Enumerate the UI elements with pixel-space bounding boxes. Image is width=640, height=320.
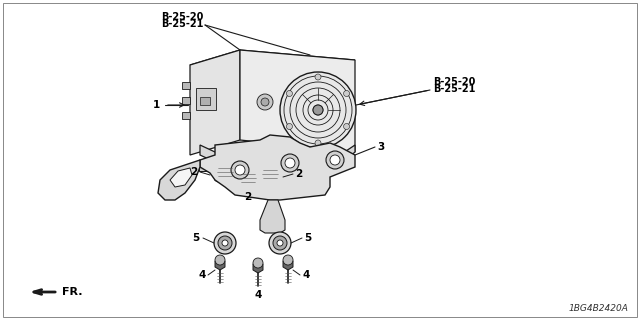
- Text: 2: 2: [189, 167, 197, 177]
- Circle shape: [277, 240, 283, 246]
- Bar: [196, 88, 216, 110]
- Circle shape: [330, 155, 340, 165]
- Polygon shape: [170, 168, 192, 187]
- Circle shape: [269, 232, 291, 254]
- Circle shape: [215, 255, 225, 265]
- Circle shape: [283, 255, 293, 265]
- Polygon shape: [317, 163, 333, 173]
- Text: B-25-21: B-25-21: [433, 84, 476, 94]
- Text: FR.: FR.: [62, 287, 83, 297]
- Bar: [182, 112, 190, 119]
- Circle shape: [315, 74, 321, 80]
- Text: B-25-20: B-25-20: [433, 77, 476, 87]
- Bar: [200, 97, 210, 105]
- Polygon shape: [190, 50, 240, 155]
- Circle shape: [287, 91, 292, 97]
- Circle shape: [344, 91, 349, 97]
- Polygon shape: [215, 164, 235, 180]
- Text: 5: 5: [304, 233, 311, 243]
- Text: 3: 3: [377, 142, 384, 152]
- Circle shape: [281, 154, 299, 172]
- Circle shape: [218, 236, 232, 250]
- Circle shape: [344, 124, 349, 130]
- Circle shape: [326, 151, 344, 169]
- Text: B-25-20: B-25-20: [161, 12, 203, 22]
- Circle shape: [313, 105, 323, 115]
- Text: 4: 4: [302, 270, 309, 280]
- Text: 1BG4B2420A: 1BG4B2420A: [568, 304, 628, 313]
- Ellipse shape: [260, 180, 280, 185]
- Polygon shape: [200, 135, 355, 200]
- Circle shape: [203, 161, 211, 169]
- Circle shape: [261, 98, 269, 106]
- Bar: [182, 97, 190, 104]
- Circle shape: [222, 240, 228, 246]
- Circle shape: [214, 232, 236, 254]
- Text: 5: 5: [192, 233, 199, 243]
- Text: B-25-21: B-25-21: [161, 19, 203, 29]
- Polygon shape: [215, 261, 225, 270]
- Circle shape: [285, 158, 295, 168]
- Circle shape: [231, 161, 249, 179]
- Text: 2: 2: [295, 169, 302, 179]
- Text: 4: 4: [254, 290, 262, 300]
- Polygon shape: [253, 264, 263, 273]
- Text: 1: 1: [153, 100, 160, 110]
- Polygon shape: [283, 261, 293, 270]
- Polygon shape: [199, 161, 215, 171]
- Polygon shape: [238, 170, 258, 186]
- Ellipse shape: [238, 183, 258, 188]
- Text: 2: 2: [244, 192, 252, 202]
- Text: 4: 4: [198, 270, 206, 280]
- Polygon shape: [240, 50, 355, 152]
- Bar: [182, 82, 190, 89]
- Ellipse shape: [215, 178, 235, 182]
- Polygon shape: [260, 200, 285, 233]
- Polygon shape: [200, 145, 355, 165]
- Circle shape: [287, 124, 292, 130]
- Polygon shape: [158, 160, 200, 200]
- Circle shape: [253, 258, 263, 268]
- Circle shape: [257, 94, 273, 110]
- Polygon shape: [190, 50, 355, 75]
- Circle shape: [280, 72, 356, 148]
- Circle shape: [235, 165, 245, 175]
- Circle shape: [321, 163, 329, 171]
- Polygon shape: [260, 166, 280, 182]
- Circle shape: [315, 140, 321, 146]
- Circle shape: [273, 236, 287, 250]
